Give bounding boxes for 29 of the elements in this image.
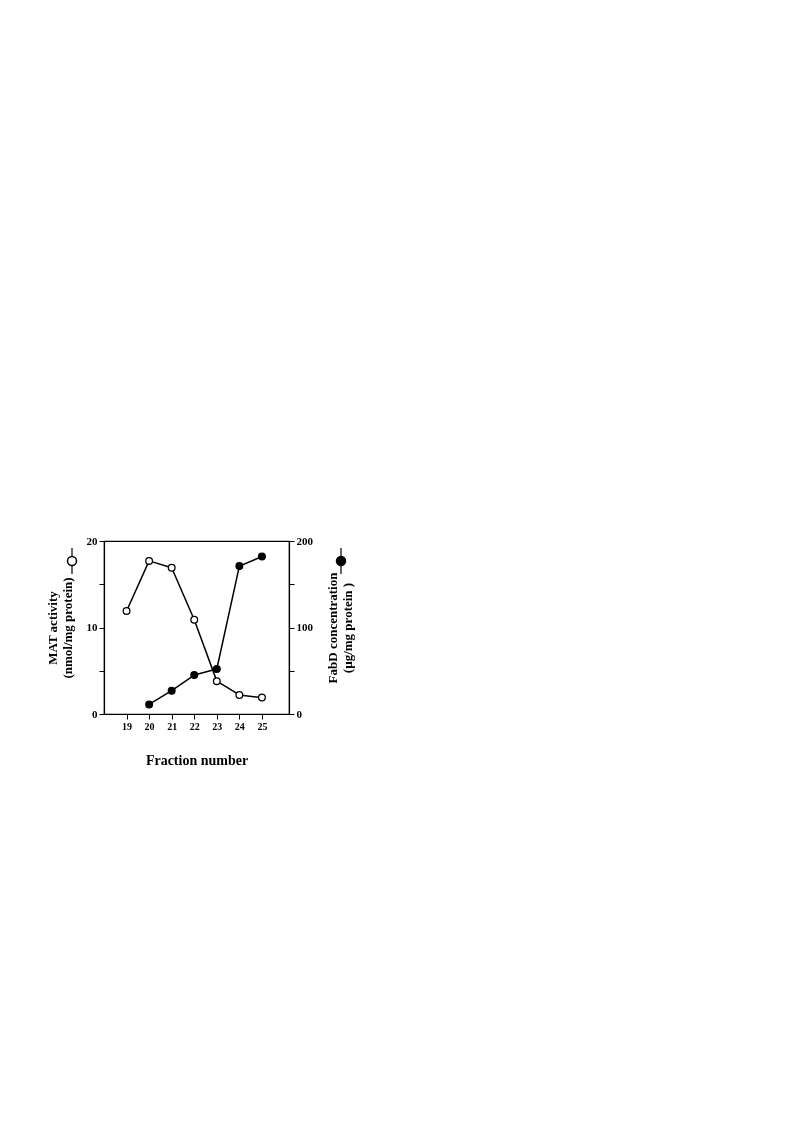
x-tick-label: 20 (144, 720, 155, 732)
point (167, 686, 176, 695)
point (190, 671, 199, 680)
point (145, 556, 154, 565)
point (145, 700, 154, 709)
y2-tick-label: 100 (296, 621, 314, 633)
x-tick-label: 19 (122, 720, 133, 732)
point (212, 665, 221, 674)
x-axis-title: Fraction number (145, 752, 249, 768)
point (257, 552, 266, 561)
y-tick-label: 10 (86, 621, 98, 633)
y2-axis-title: FabD concentration (µg/mg protein ) (325, 571, 355, 684)
point (235, 562, 244, 571)
point (167, 563, 176, 572)
point (235, 690, 244, 699)
y2-tick-label: 0 (296, 707, 303, 720)
point (212, 677, 221, 686)
point (257, 693, 266, 702)
y-axis-title: MAT activity (nmol/mg protein) (44, 577, 75, 679)
x-tick-label: 25 (257, 720, 268, 732)
y2-tick-label: 200 (296, 534, 314, 547)
x-tick-label: 22 (189, 720, 200, 732)
x-tick-label: 23 (212, 720, 223, 732)
point (122, 607, 131, 616)
x-tick-label: 24 (234, 720, 245, 732)
point (190, 615, 199, 624)
y-tick-label: 20 (86, 534, 98, 547)
y-tick-label: 0 (92, 707, 98, 720)
x-tick-label: 21 (167, 720, 178, 732)
